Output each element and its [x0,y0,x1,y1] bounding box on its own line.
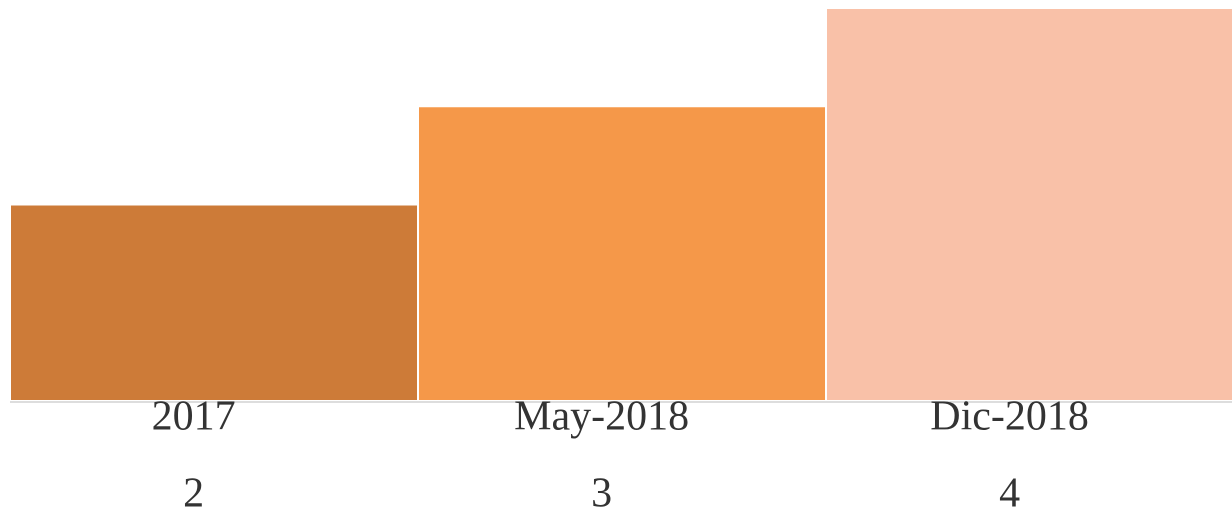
category-label: 2017 [152,394,236,440]
bar [9,203,419,402]
bar [417,105,827,402]
bar [825,7,1232,402]
value-label: 2 [183,471,204,515]
category-label: May-2018 [514,394,689,440]
category-label: Dic-2018 [930,394,1089,440]
value-label: 3 [591,471,612,515]
value-label: 4 [999,471,1020,515]
